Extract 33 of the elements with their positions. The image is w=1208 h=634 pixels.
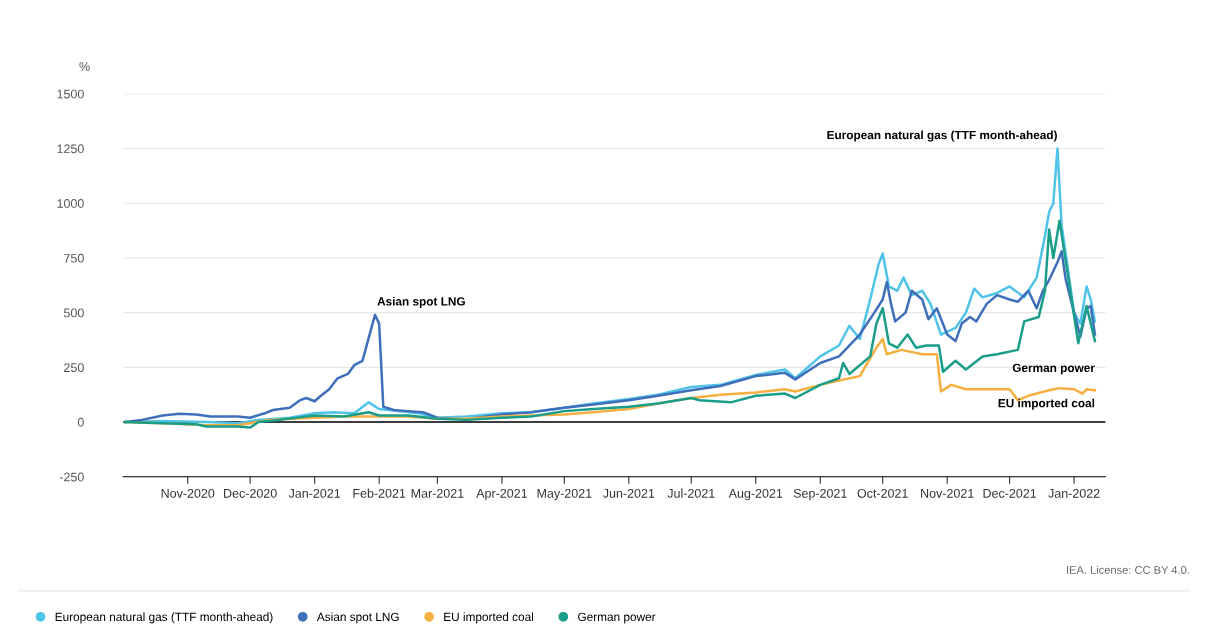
x-tick-label: Nov-2020: [161, 488, 215, 498]
x-tick-label: Oct-2021: [857, 488, 908, 498]
x-tick-label: Nov-2021: [921, 488, 974, 498]
text: IEA. License: CC BY 4.0.: [1066, 565, 1189, 574]
legend-label: Asian spot LNG: [316, 612, 399, 624]
x-tick-label: Feb-2021: [353, 488, 406, 498]
annotation: European natural gas (TTF month-ahead): [827, 130, 1057, 142]
y-tick-label: 1500: [57, 89, 84, 99]
y-tick-label: 1250: [57, 144, 84, 154]
legend-label: EU imported coal: [444, 612, 534, 624]
annotation: German power: [1012, 363, 1095, 375]
annotation: Asian spot LNG: [377, 296, 465, 308]
x-tick-label: Aug-2021: [728, 488, 783, 501]
x-tick-label: Jun-2021: [602, 488, 655, 498]
x-tick-label: Dec-2020: [224, 488, 277, 498]
y-tick-label: -250: [59, 472, 84, 482]
y-tick-label: 0: [77, 417, 84, 427]
y-tick-label: 500: [63, 308, 84, 318]
x-tick-label: Jan-2022: [1048, 488, 1100, 498]
x-tick-label: Jan-2021: [288, 488, 341, 498]
x-tick-label: Dec-2021: [983, 488, 1037, 498]
x-tick-label: Mar-2021: [411, 488, 464, 498]
annotation: EU imported coal: [998, 398, 1095, 410]
legend-label: German power: [578, 612, 656, 624]
x-tick-label: Sep-2021: [793, 488, 847, 501]
legend-label: European natural gas (TTF month-ahead): [55, 612, 273, 624]
y-tick-label: 250: [64, 363, 84, 373]
y-axis-title: %: [79, 62, 90, 71]
x-tick-label: May-2021: [537, 488, 592, 501]
x-tick-label: Apr-2021: [476, 488, 528, 501]
y-tick-label: 750: [64, 253, 84, 263]
y-tick-label: 1000: [57, 199, 84, 208]
x-tick-label: Jul-2021: [667, 488, 715, 498]
